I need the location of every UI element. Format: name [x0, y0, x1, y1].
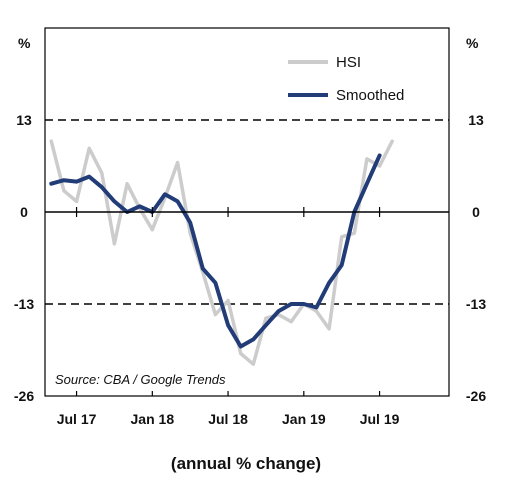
label-layer: Jul 17 Jan 18 Jul 18 Jan 19 Jul 19 13 13 0 0 -13 -… [14, 112, 486, 427]
y-tick-label-right: -26 [466, 388, 486, 404]
y-tick-label-right: 13 [468, 112, 484, 128]
left-unit-label: % [18, 35, 31, 51]
grid-layer [45, 119, 449, 305]
x-tick-label: Jul 18 [208, 411, 248, 427]
legend: HSI Smoothed [288, 54, 404, 104]
x-tick-label: Jan 18 [131, 411, 175, 427]
smoothed-line [49, 153, 382, 349]
source-note: Source: CBA / Google Trends [55, 372, 226, 387]
hsi-line [49, 139, 394, 366]
x-tick-label: Jul 17 [57, 411, 97, 427]
x-tick-label: Jul 19 [360, 411, 400, 427]
y-tick-label-left: 13 [16, 112, 32, 128]
legend-label-smoothed: Smoothed [336, 87, 404, 104]
legend-label-hsi: HSI [336, 54, 361, 71]
series-layer [49, 139, 394, 366]
y-tick-label-right: -13 [466, 296, 486, 312]
right-unit-label: % [466, 35, 479, 51]
axis-layer [44, 27, 450, 397]
y-tick-label-left: -26 [14, 388, 34, 404]
y-tick-label-left: 0 [20, 204, 28, 220]
y-tick-label-left: -13 [14, 296, 34, 312]
chart-subtitle: (annual % change) [171, 454, 321, 473]
y-tick-label-right: 0 [472, 204, 480, 220]
x-tick-label: Jan 19 [282, 411, 326, 427]
